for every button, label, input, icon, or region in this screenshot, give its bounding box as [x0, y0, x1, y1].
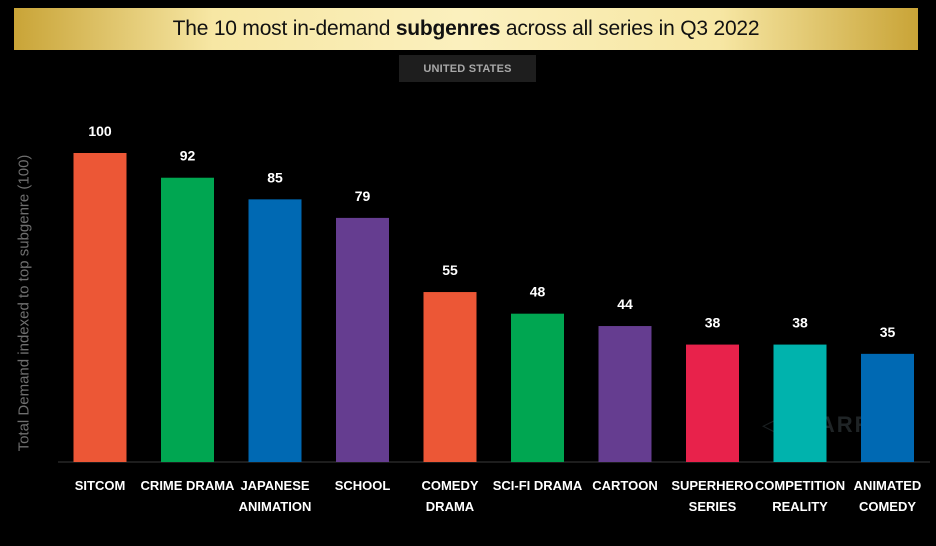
category-tick-label: COMEDY [421, 478, 478, 493]
category-tick-label: ANIMATED [854, 478, 922, 493]
chart-title-bar: The 10 most in-demand subgenres across a… [14, 8, 918, 50]
category-tick-label: ANIMATION [239, 499, 312, 514]
category-tick-label: SCHOOL [335, 478, 391, 493]
bar-value-label: 44 [617, 296, 633, 312]
bar-value-label: 79 [355, 188, 371, 204]
category-tick-label: SUPERHERO [671, 478, 753, 493]
bar [511, 313, 564, 462]
bar [336, 217, 389, 462]
bar-value-label: 35 [880, 324, 896, 340]
title-bold: subgenres [395, 17, 501, 40]
category-tick-label: SITCOM [75, 478, 126, 493]
chart-title: The 10 most in-demand subgenres across a… [173, 17, 760, 41]
category-tick-label: SERIES [689, 499, 737, 514]
category-tick-label: COMPETITION [755, 478, 845, 493]
bar [73, 153, 127, 462]
bar-value-label: 100 [88, 123, 112, 139]
bar-value-label: 48 [530, 284, 546, 300]
category-tick-label: COMEDY [859, 499, 916, 514]
title-prefix: The 10 most in-demand [172, 17, 396, 40]
bar [423, 292, 477, 462]
bar-value-label: 92 [180, 148, 196, 164]
category-tick-label: CARTOON [592, 478, 657, 493]
category-tick-label: DRAMA [426, 499, 475, 514]
title-suffix: across all series in Q3 2022 [500, 17, 760, 40]
category-tick-label: JAPANESE [240, 478, 309, 493]
bar [773, 344, 827, 462]
bar-value-label: 38 [705, 315, 721, 331]
bar [598, 326, 652, 462]
bar [686, 344, 739, 462]
bar-value-label: 85 [267, 169, 283, 185]
category-tick-label: CRIME DRAMA [141, 478, 235, 493]
category-tick-label: SCI-FI DRAMA [493, 478, 583, 493]
category-tick-label: REALITY [772, 499, 828, 514]
bar-value-label: 38 [792, 315, 808, 331]
region-badge: UNITED STATES [399, 55, 536, 82]
bar-value-label: 55 [442, 262, 458, 278]
bar [248, 199, 302, 462]
bar [161, 177, 214, 462]
bar [861, 353, 914, 462]
